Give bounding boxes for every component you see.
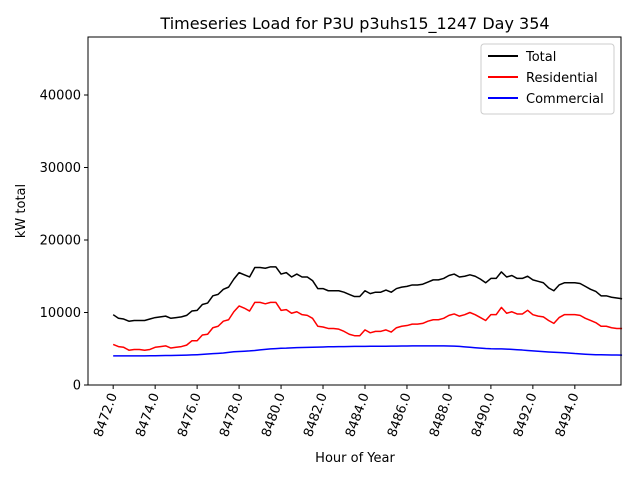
y-tick-label: 0 bbox=[73, 379, 81, 394]
y-tick-label: 20000 bbox=[40, 234, 81, 249]
y-tick-label: 10000 bbox=[40, 306, 81, 321]
series-layer bbox=[112, 266, 623, 357]
legend-label-commercial: Commercial bbox=[526, 92, 604, 107]
chart-title: Timeseries Load for P3U p3uhs15_1247 Day… bbox=[159, 14, 549, 34]
legend: Total Residential Commercial bbox=[480, 43, 615, 115]
y-tick-label: 30000 bbox=[40, 161, 81, 176]
legend-label-total: Total bbox=[525, 50, 556, 65]
legend-label-residential: Residential bbox=[526, 71, 598, 86]
series-line-commercial bbox=[113, 345, 623, 357]
series-line-total bbox=[112, 266, 623, 322]
y-axis-label: kW total bbox=[14, 184, 29, 238]
series-line-residential bbox=[112, 301, 623, 351]
legend-box bbox=[480, 43, 615, 115]
x-axis-label: Hour of Year bbox=[315, 451, 395, 466]
plot-frame bbox=[87, 36, 622, 386]
y-tick-label: 40000 bbox=[40, 89, 81, 104]
